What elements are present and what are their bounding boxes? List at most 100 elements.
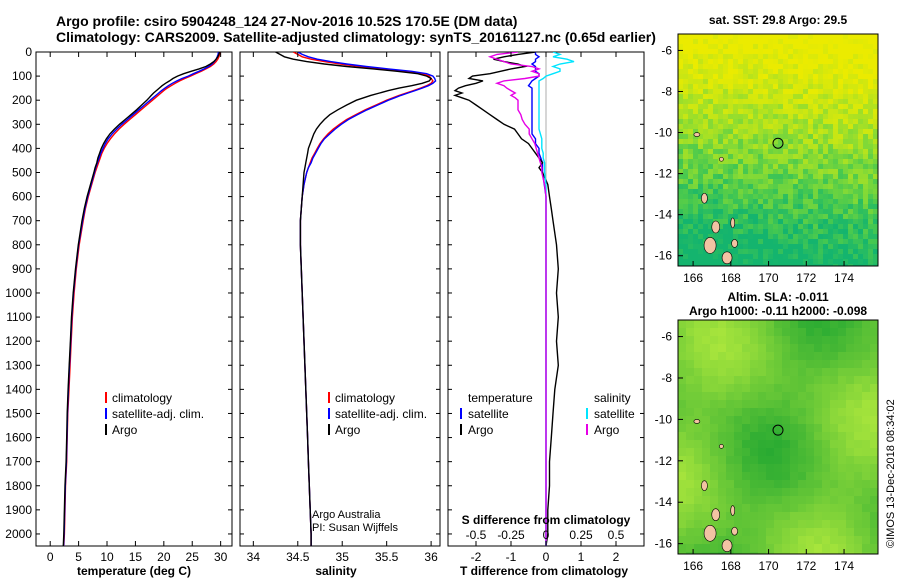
map-cell: [763, 139, 768, 144]
map-cell: [773, 199, 778, 204]
map-cell: [748, 59, 753, 64]
map-cell: [718, 204, 723, 209]
map-cell: [734, 512, 742, 520]
map-cell: [790, 496, 798, 504]
map-cell: [838, 69, 843, 74]
map-cell: [718, 189, 723, 194]
map-cell: [806, 336, 814, 344]
map-cell: [743, 254, 748, 259]
map-cell: [798, 254, 803, 259]
map-cell: [838, 376, 846, 384]
map-cell: [678, 456, 686, 464]
map-cell: [853, 69, 858, 74]
map-cell: [783, 144, 788, 149]
map-cell: [678, 229, 683, 234]
map-cell: [743, 169, 748, 174]
map-cell: [702, 432, 710, 440]
map-cell: [873, 159, 878, 164]
map-cell: [688, 174, 693, 179]
map-cell: [814, 448, 822, 456]
map-cell: [718, 552, 726, 554]
depth-tick-label: 1400: [5, 382, 32, 396]
map-cell: [683, 94, 688, 99]
map-cell: [782, 536, 790, 544]
map-cell: [698, 59, 703, 64]
map-cell: [814, 328, 822, 336]
map-cell: [814, 352, 822, 360]
map-cell: [758, 328, 766, 336]
depth-tick-label: 1300: [5, 358, 32, 372]
map-cell: [718, 164, 723, 169]
map-cell: [733, 144, 738, 149]
map-cell: [708, 49, 713, 54]
map-cell: [733, 74, 738, 79]
map-cell: [702, 440, 710, 448]
map-cell: [798, 74, 803, 79]
map-cell: [783, 234, 788, 239]
map-cell: [843, 244, 848, 249]
sst-map: [678, 34, 878, 266]
map-cell: [862, 520, 870, 528]
map-cell: [726, 352, 734, 360]
map-cell: [686, 480, 694, 488]
map-cell: [830, 536, 838, 544]
map-cell: [788, 244, 793, 249]
map-cell: [710, 360, 718, 368]
map-cell: [688, 64, 693, 69]
map-cell: [718, 336, 726, 344]
map-cell: [798, 408, 806, 416]
map-cell: [733, 139, 738, 144]
map-cell: [733, 184, 738, 189]
map-cell: [728, 124, 733, 129]
island-shape: [730, 217, 736, 229]
map-cell: [678, 432, 686, 440]
x-tick-label: 2: [613, 550, 620, 564]
map-cell: [793, 79, 798, 84]
map-cell: [766, 408, 774, 416]
map-cell: [813, 254, 818, 259]
map-cell: [698, 129, 703, 134]
map-cell: [783, 59, 788, 64]
map-cell: [738, 99, 743, 104]
map-cell: [814, 344, 822, 352]
map-cell: [750, 536, 758, 544]
map-cell: [778, 179, 783, 184]
map-cell: [862, 480, 870, 488]
map-cell: [828, 189, 833, 194]
map-cell: [798, 44, 803, 49]
map-cell: [858, 224, 863, 229]
map-cell: [702, 472, 710, 480]
map-cell: [773, 84, 778, 89]
map-cell: [758, 488, 766, 496]
map-cell: [863, 154, 868, 159]
map-cell: [683, 84, 688, 89]
map-cell: [763, 189, 768, 194]
map-cell: [773, 159, 778, 164]
map-cell: [853, 79, 858, 84]
map-cell: [708, 159, 713, 164]
map-cell: [763, 214, 768, 219]
map-cell: [748, 264, 753, 266]
map-cell: [858, 109, 863, 114]
map-cell: [686, 432, 694, 440]
map-cell: [683, 229, 688, 234]
map-cell: [688, 244, 693, 249]
map-cell: [814, 384, 822, 392]
map-cell: [818, 189, 823, 194]
map-cell: [813, 79, 818, 84]
map-cell: [828, 204, 833, 209]
map-cell: [773, 179, 778, 184]
map-cell: [788, 154, 793, 159]
map-cell: [688, 159, 693, 164]
map-cell: [728, 159, 733, 164]
map-cell: [833, 64, 838, 69]
map-cell: [758, 39, 763, 44]
map-cell: [718, 119, 723, 124]
map-cell: [870, 344, 878, 352]
map-cell: [843, 164, 848, 169]
map-cell: [766, 352, 774, 360]
map-cell: [838, 520, 846, 528]
map-cell: [818, 134, 823, 139]
map-cell: [726, 336, 734, 344]
map-cell: [748, 114, 753, 119]
